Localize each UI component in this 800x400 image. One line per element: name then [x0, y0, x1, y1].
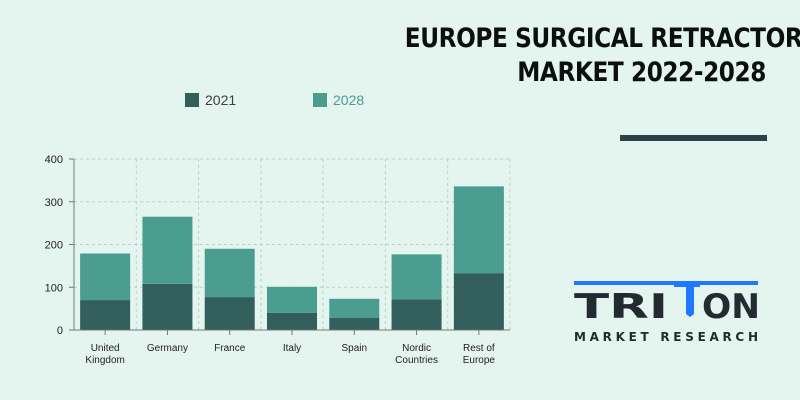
bar-2028 [142, 216, 193, 284]
legend-swatch-2021 [185, 93, 199, 107]
y-tick-label: 100 [45, 282, 63, 294]
legend-swatch-2028 [313, 93, 327, 107]
title-line-2: MARKET 2022-2028 [517, 57, 766, 88]
logo-top-bar-left [574, 281, 682, 285]
x-tick-label: France [214, 343, 246, 354]
bar-2021 [391, 299, 442, 330]
bar-2021 [453, 273, 504, 330]
bar-2021 [267, 312, 317, 330]
x-tick-label: Rest of Europe [463, 343, 496, 366]
bar-2028 [204, 248, 255, 298]
bar-2021 [142, 283, 193, 330]
y-tick-label: 0 [57, 325, 63, 337]
logo-brand-right: ON [702, 287, 760, 327]
bar-2021 [329, 318, 380, 330]
bar-2021 [204, 297, 255, 330]
logo-tagline: MARKET RESEARCH [574, 330, 758, 344]
x-tick-label: United Kingdom [85, 343, 124, 366]
legend-label-2028: 2028 [333, 92, 365, 108]
logo-trident-icon [674, 281, 700, 317]
x-tick-label: Italy [283, 343, 301, 354]
y-tick-label: 200 [45, 240, 63, 252]
bar-2028 [80, 253, 131, 301]
y-tick-label: 300 [45, 197, 63, 209]
bar-2028 [267, 286, 317, 313]
x-tick-label: Spain [341, 343, 367, 354]
bar-2028 [391, 254, 442, 300]
bar-2028 [453, 186, 504, 274]
title-line-1: EUROPE SURGICAL RETRACTORS [404, 23, 800, 54]
chart-title: EUROPE SURGICAL RETRACTORS MARKET 2022-2… [404, 22, 800, 90]
legend-label-2021: 2021 [205, 92, 237, 108]
x-tick-label: Nordic Countries [395, 343, 438, 366]
title-underline [620, 135, 767, 141]
logo-brand-left: TRI [574, 287, 668, 327]
bar-2028 [329, 298, 380, 319]
legend-item-2021: 2021 [185, 92, 236, 108]
logo-top-bar-right [696, 281, 758, 285]
legend-item-2028: 2028 [313, 92, 364, 108]
bar-2021 [80, 300, 131, 330]
x-tick-label: Germany [147, 343, 188, 354]
y-tick-label: 400 [45, 154, 63, 166]
triton-logo: TRI ON MARKET RESEARCH [574, 281, 760, 344]
